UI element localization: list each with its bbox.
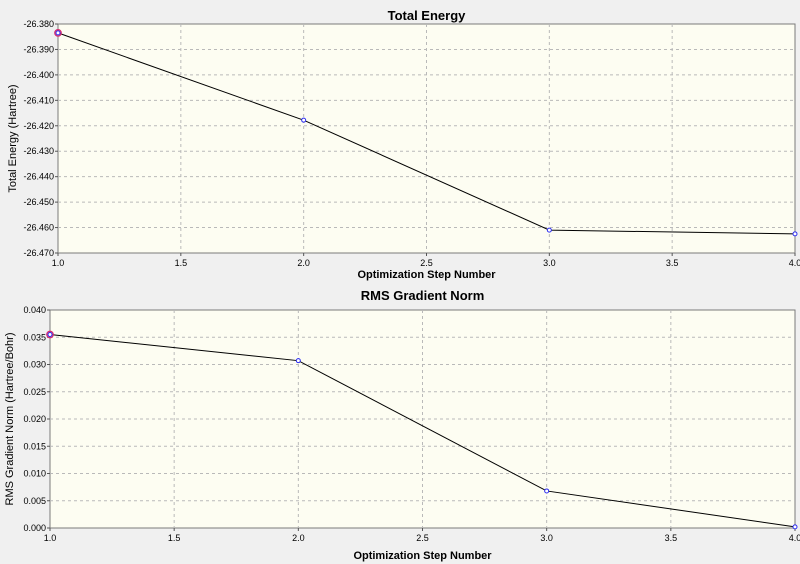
series-line-1 <box>49 334 796 528</box>
x-tick-label: 3.0 <box>540 533 553 543</box>
y-tick-label: 0.035 <box>23 332 46 342</box>
y-tick-label: -26.410 <box>23 95 54 105</box>
y-tick-label: 0.040 <box>23 305 46 315</box>
y-tick-label: 0.015 <box>23 441 46 451</box>
data-point[interactable] <box>792 524 798 530</box>
data-point[interactable] <box>301 117 307 123</box>
x-axis-label: Optimization Step Number <box>353 550 492 562</box>
chart-2: RMS Gradient Norm Optimization Step Numbe… <box>4 288 800 562</box>
x-tick-label: 3.5 <box>666 258 679 268</box>
data-point[interactable] <box>792 231 798 237</box>
selected-point-marker[interactable] <box>54 29 62 37</box>
data-point[interactable] <box>47 332 53 338</box>
y-tick-label: -26.430 <box>23 146 54 156</box>
chart-title: Total Energy <box>388 8 467 23</box>
data-point[interactable] <box>295 358 301 364</box>
x-tick-label: 3.0 <box>543 258 556 268</box>
chart-title: RMS Gradient Norm <box>361 288 485 303</box>
x-tick-label: 2.5 <box>416 533 429 543</box>
y-tick-label: -26.380 <box>23 19 54 29</box>
y-axis-label: RMS Gradient Norm (Hartree/Bohr) <box>4 333 16 506</box>
y-tick-label: -26.390 <box>23 44 54 54</box>
y-axis-label: Total Energy (Hartree) <box>7 84 19 192</box>
y-tick-label: 0.020 <box>23 414 46 424</box>
y-tick-label: -26.450 <box>23 197 54 207</box>
data-point[interactable] <box>544 488 550 494</box>
x-tick-label: 3.5 <box>665 533 678 543</box>
x-tick-label: 4.0 <box>789 533 800 543</box>
selected-point-marker[interactable] <box>46 330 54 339</box>
x-tick-label: 2.5 <box>420 258 433 268</box>
y-tick-label: 0.005 <box>23 496 46 506</box>
x-axis-label: Optimization Step Number <box>357 269 496 281</box>
y-tick-label: -26.420 <box>23 121 54 131</box>
x-tick-label: 1.0 <box>52 258 65 268</box>
y-tick-label: -26.440 <box>23 172 54 182</box>
y-tick-label: 0.025 <box>23 387 46 397</box>
x-tick-label: 1.5 <box>168 533 181 543</box>
y-tick-label: 0.000 <box>23 523 46 533</box>
data-point[interactable] <box>55 30 61 36</box>
x-tick-label: 4.0 <box>789 258 800 268</box>
x-tick-label: 2.0 <box>297 258 310 268</box>
y-tick-label: -26.470 <box>23 248 54 258</box>
x-tick-label: 2.0 <box>292 533 305 543</box>
y-tick-label: 0.010 <box>23 469 46 479</box>
y-tick-label: -26.400 <box>23 70 54 80</box>
data-point[interactable] <box>546 227 552 233</box>
y-tick-label: 0.030 <box>23 360 46 370</box>
series-line-1 <box>57 32 796 235</box>
y-tick-label: -26.460 <box>23 223 54 233</box>
x-tick-label: 1.5 <box>175 258 188 268</box>
x-tick-label: 1.0 <box>44 533 57 543</box>
chart-1: Total Energy Optimization Step Number Tota… <box>7 8 800 281</box>
